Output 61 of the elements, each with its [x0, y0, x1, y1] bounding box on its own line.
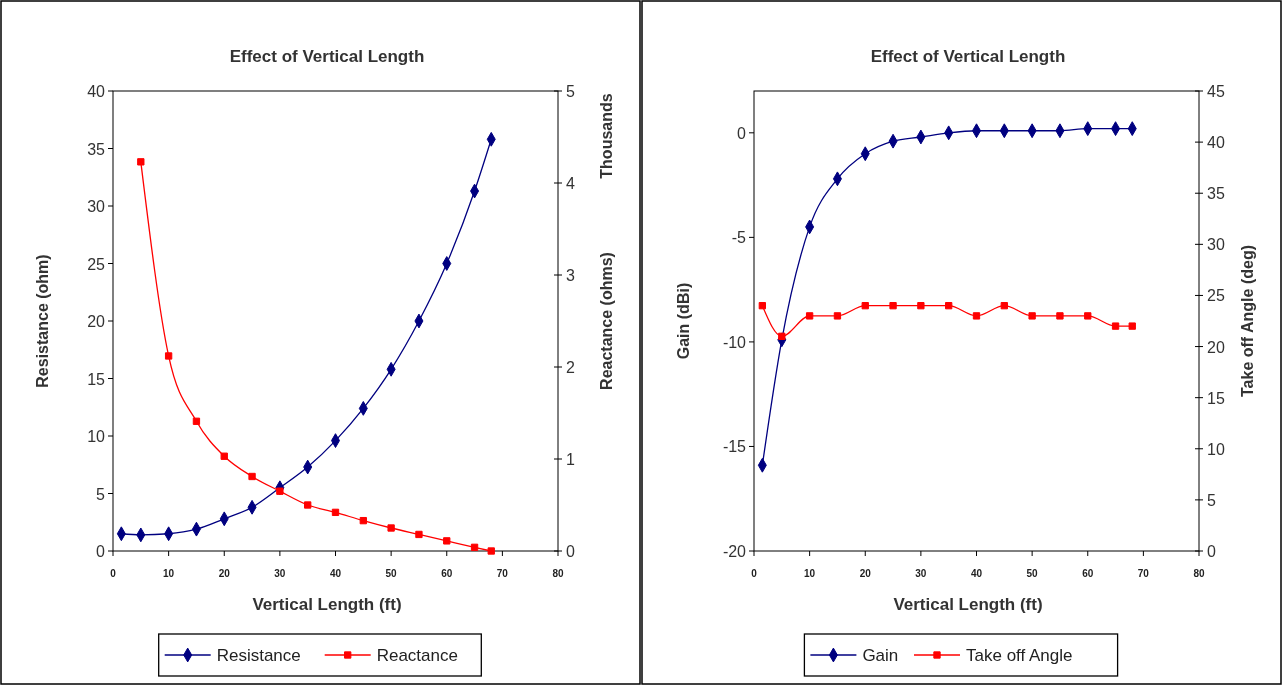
x-axis-title: Vertical Length (ft) — [252, 595, 402, 614]
y-tick-label: 25 — [87, 255, 106, 273]
y2-axis-title: Take off Angle (deg) — [1239, 245, 1256, 397]
y-tick-label: -20 — [722, 543, 747, 560]
y2-tick-label: 40 — [1207, 134, 1225, 152]
y-tick-label: 20 — [87, 313, 106, 330]
legend-label: Reactance — [376, 646, 458, 665]
y2-tick-label: 45 — [1207, 83, 1225, 100]
x-tick-label: 80 — [552, 568, 564, 579]
y-tick-label: 0 — [737, 124, 747, 142]
chart-title: Effect of Vertical Length — [229, 47, 425, 66]
x-tick-label: 50 — [1026, 568, 1039, 579]
y2-tick-label: 15 — [1207, 389, 1225, 407]
y-tick-label: 15 — [87, 370, 106, 388]
y2-axis-title: Reactance (ohms) — [598, 252, 615, 390]
y2-tick-label: 30 — [1207, 236, 1225, 254]
legend-label: Resistance — [216, 646, 301, 665]
legend-label: Take off Angle — [966, 646, 1073, 665]
x-tick-label: 30 — [274, 568, 286, 579]
y2-tick-label: 0 — [566, 543, 575, 560]
x-tick-label: 30 — [915, 568, 927, 579]
x-tick-label: 80 — [1193, 568, 1205, 579]
y2-tick-label: 20 — [1207, 338, 1225, 356]
y-axis-title: Resistance (ohm) — [34, 254, 51, 388]
y-axis-title: Gain (dBi) — [675, 282, 692, 360]
y2-tick-label: 10 — [1207, 440, 1225, 458]
x-axis-title: Vertical Length (ft) — [893, 595, 1043, 614]
y2-tick-label: 5 — [566, 83, 575, 100]
y-tick-label: 5 — [96, 485, 106, 503]
y-tick-label: 30 — [87, 198, 106, 215]
y-tick-label: 0 — [96, 543, 106, 560]
x-tick-label: 0 — [751, 568, 758, 579]
x-tick-label: 20 — [218, 568, 231, 579]
y-tick-label: -5 — [731, 229, 747, 247]
x-tick-label: 0 — [110, 568, 117, 579]
text: Thousands — [598, 93, 615, 179]
y2-tick-label: 35 — [1207, 185, 1225, 203]
legend-label: Gain — [862, 646, 899, 665]
x-tick-label: 10 — [804, 568, 816, 579]
y2-tick-label: 3 — [566, 267, 575, 284]
y-tick-label: 40 — [87, 83, 106, 100]
y-tick-label: -15 — [722, 438, 747, 456]
x-tick-label: 50 — [385, 568, 398, 579]
y-tick-label: 10 — [87, 428, 106, 445]
x-tick-label: 20 — [859, 568, 872, 579]
x-tick-label: 10 — [163, 568, 175, 579]
y2-tick-label: 5 — [1207, 491, 1216, 509]
y2-tick-label: 0 — [1207, 543, 1216, 560]
x-tick-label: 40 — [970, 568, 983, 579]
x-tick-label: 40 — [329, 568, 342, 579]
y2-tick-label: 25 — [1207, 287, 1225, 305]
x-tick-label: 70 — [1137, 568, 1150, 579]
y2-tick-label: 1 — [566, 451, 575, 468]
x-tick-label: 70 — [496, 568, 509, 579]
y-tick-label: 35 — [87, 140, 106, 158]
x-tick-label: 60 — [441, 568, 453, 579]
chart-title: Effect of Vertical Length — [870, 47, 1066, 66]
x-tick-label: 60 — [1082, 568, 1094, 579]
y2-tick-label: 2 — [566, 359, 575, 376]
y2-tick-label: 4 — [566, 175, 575, 192]
y-tick-label: -10 — [722, 333, 747, 351]
